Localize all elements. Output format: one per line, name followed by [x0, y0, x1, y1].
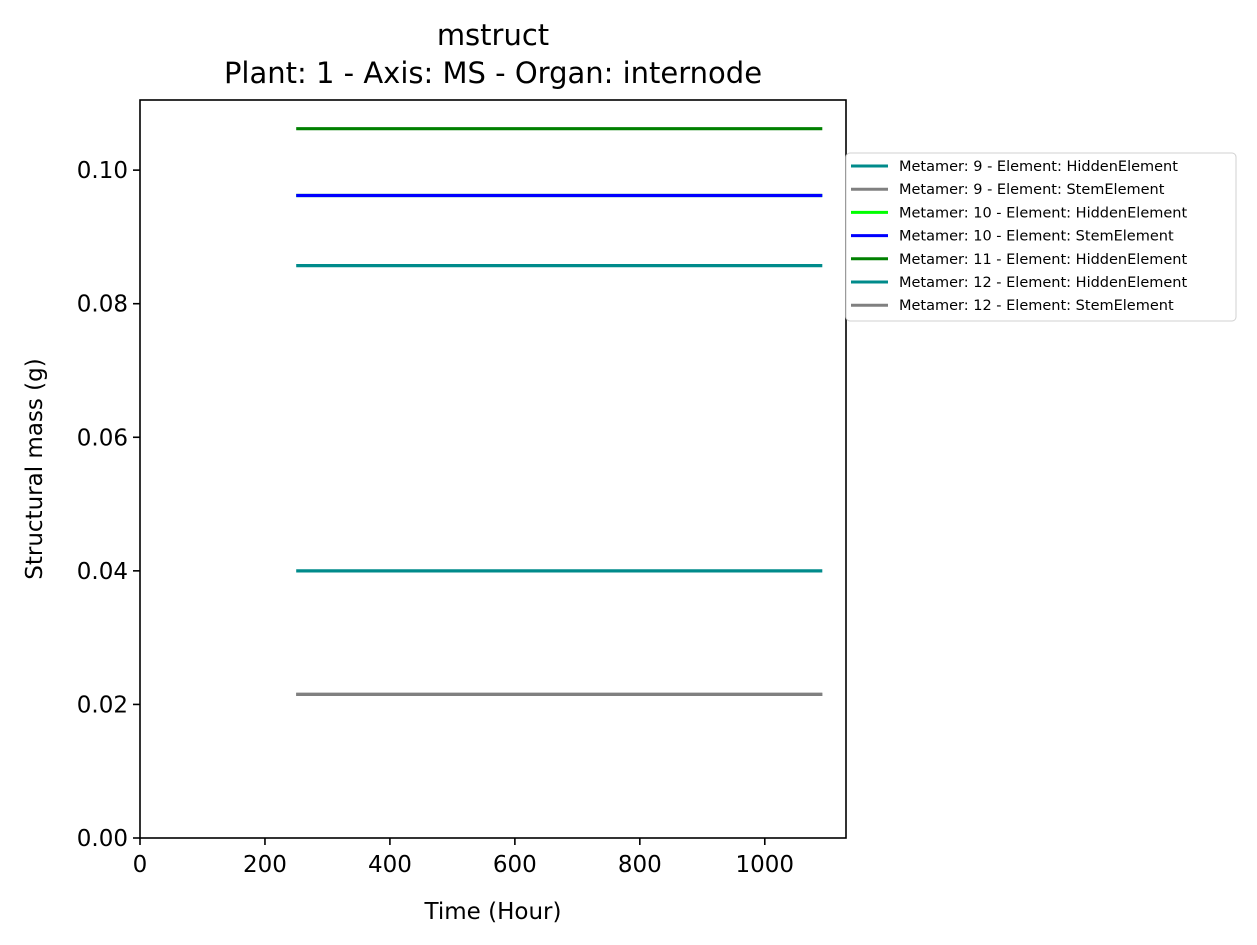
x-tick-label: 600: [493, 852, 537, 878]
y-tick-label: 0.02: [77, 692, 128, 718]
plot-frame: [139, 99, 847, 839]
legend-frame: [845, 152, 1237, 322]
legend-entry: Metamer: 12 - Element: StemElement: [899, 298, 1174, 314]
y-tick-label: 0.10: [77, 158, 128, 184]
y-tick-label: 0.04: [77, 559, 128, 585]
x-tick-label: 0: [133, 852, 148, 878]
legend-entry: Metamer: 10 - Element: StemElement: [899, 229, 1174, 245]
x-axis: 0 200 400 600 800 1000: [133, 838, 794, 878]
x-axis-label: Time (Hour): [424, 899, 562, 925]
legend-entry: Metamer: 11 - Element: HiddenElement: [899, 252, 1187, 268]
x-tick-label: 1000: [736, 852, 795, 878]
y-tick-label: 0.00: [77, 826, 128, 852]
chart-title: mstruct: [437, 18, 549, 52]
legend: Metamer: 9 - Element: HiddenElement Metam…: [845, 152, 1237, 322]
legend-entry: Metamer: 10 - Element: HiddenElement: [899, 205, 1187, 221]
x-tick-label: 200: [243, 852, 287, 878]
x-tick-label: 400: [368, 852, 412, 878]
y-tick-label: 0.06: [77, 425, 128, 451]
y-tick-label: 0.08: [77, 292, 128, 318]
x-tick-label: 800: [618, 852, 662, 878]
legend-entry: Metamer: 9 - Element: StemElement: [899, 182, 1165, 198]
plot-lines: [296, 127, 823, 697]
legend-entry: Metamer: 12 - Element: HiddenElement: [899, 275, 1187, 291]
legend-entry: Metamer: 9 - Element: HiddenElement: [899, 159, 1178, 175]
y-axis-label: Structural mass (g): [22, 358, 48, 579]
y-axis: 0.00 0.02 0.04 0.06 0.08 0.10: [77, 158, 140, 852]
chart-subtitle: Plant: 1 - Axis: MS - Organ: internode: [224, 56, 762, 90]
